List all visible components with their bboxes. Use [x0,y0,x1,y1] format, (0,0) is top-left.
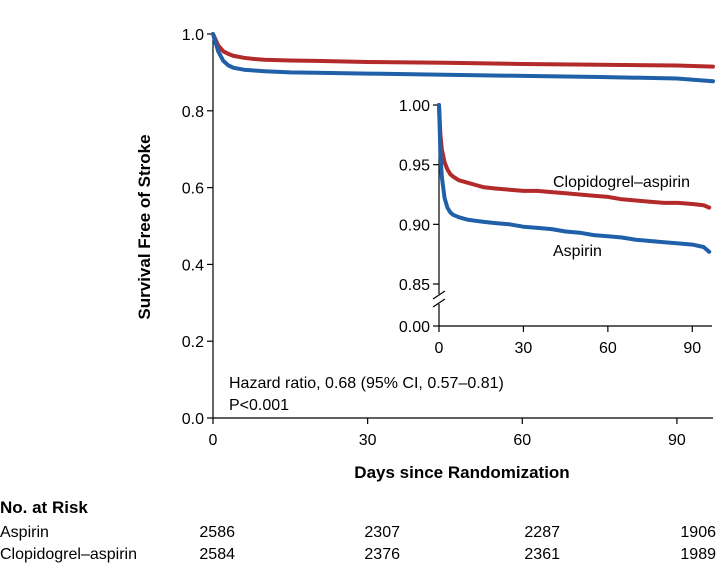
y-axis-title: Survival Free of Stroke [135,134,154,319]
x-tick-label: 0 [209,432,218,449]
main-series-aspirin-line [211,32,715,84]
x-tick-label: 90 [668,432,686,449]
km-chart: 0.00.20.40.60.81.00 30 60 90 0.850.900.951.… [135,27,715,482]
y-tick-label: 0.2 [182,334,204,351]
inset-axis-break-mark [432,290,446,300]
inset-y-tick-label: 1.00 [399,98,430,115]
main-plot: 0.00.20.40.60.81.00 30 60 90 [182,27,715,449]
legend-aspirin: Aspirin [553,243,602,260]
risk-row-label: Clopidogrel–aspirin [0,546,137,563]
risk-value: 2361 [524,546,560,563]
inset-background [395,92,713,360]
y-tick-label: 0.6 [182,181,204,198]
inset-y-tick-label: 0.90 [399,217,430,234]
risk-value: 2287 [524,524,560,541]
x-tick-label: 60 [513,432,531,449]
risk-value: 1906 [680,524,716,541]
inset-y-tick-label: 0.85 [399,277,430,294]
inset-axis-break-mark [432,298,446,308]
y-tick-label: 1.0 [182,27,204,44]
risk-value: 2586 [199,524,235,541]
risk-row-label: Aspirin [0,524,49,541]
x-axis-title: Days since Randomization [354,463,569,482]
risk-value: 2376 [364,546,400,563]
inset-series-clopidogrel-aspirin-line [437,103,712,210]
inset-x-tick-label: 0 [435,340,444,357]
inset-y-tick-label: 0.00 [399,319,430,336]
y-tick-label: 0.0 [182,411,204,428]
p-value-annotation: P<0.001 [229,397,289,414]
inset-x-tick-label: 30 [515,340,533,357]
y-tick-label: 0.4 [182,257,204,274]
inset-series-aspirin-line [437,103,712,254]
x-tick-label: 30 [359,432,377,449]
inset-x-tick-label: 90 [683,340,701,357]
legend-clopidogrel-aspirin: Clopidogrel–aspirin [553,174,690,191]
risk-table-title: No. at Risk [0,498,88,517]
inset-y-tick-label: 0.95 [399,158,430,175]
hazard-ratio-annotation: Hazard ratio, 0.68 (95% CI, 0.57–0.81) [229,375,504,392]
risk-value: 2307 [364,524,400,541]
main-series-clopidogrel-aspirin-line [211,32,715,69]
risk-value: 1989 [680,546,716,563]
inset-plot: 0.85 0.90 0.95 1.00 0.00 0 30 60 90 [395,92,713,360]
inset-x-tick-label: 60 [599,340,617,357]
risk-value: 2584 [199,546,235,563]
y-tick-label: 0.8 [182,104,204,121]
